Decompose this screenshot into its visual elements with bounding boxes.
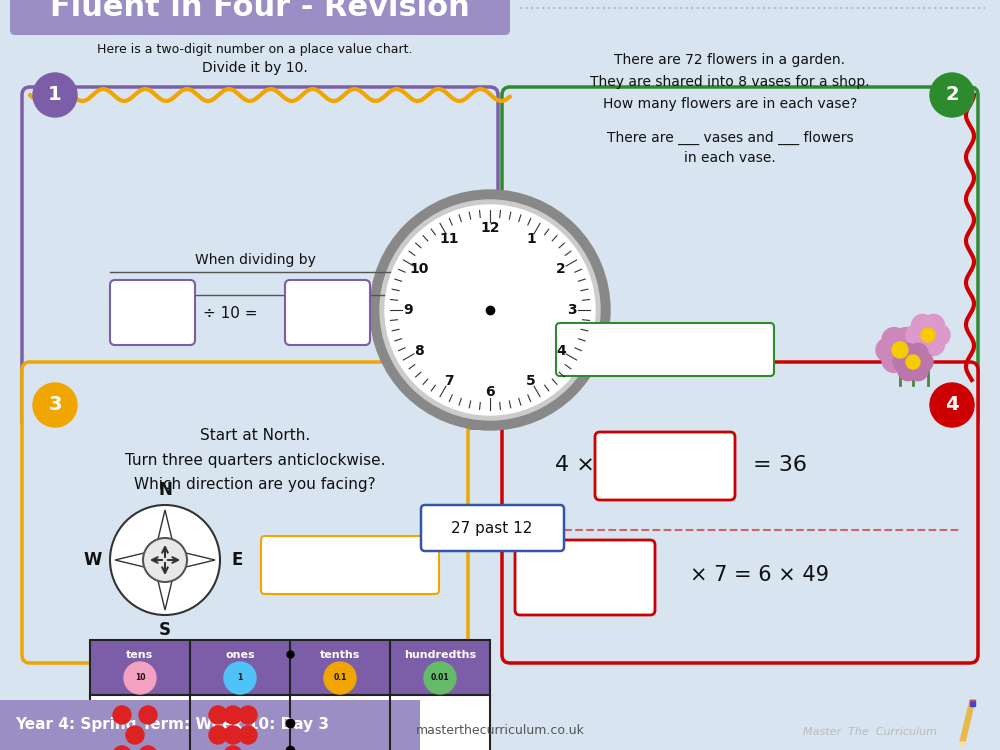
Text: 11: 11 xyxy=(439,232,459,246)
Circle shape xyxy=(110,505,220,615)
FancyBboxPatch shape xyxy=(10,0,510,35)
Circle shape xyxy=(913,352,933,372)
Text: = 36: = 36 xyxy=(753,455,807,475)
Text: 1: 1 xyxy=(237,674,243,682)
Circle shape xyxy=(898,344,918,363)
Circle shape xyxy=(143,538,187,582)
Text: 3: 3 xyxy=(567,303,577,317)
Text: Here is a two-digit number on a place value chart.: Here is a two-digit number on a place va… xyxy=(97,44,413,56)
Text: There are ___ vases and ___ flowers: There are ___ vases and ___ flowers xyxy=(607,131,853,145)
Text: When dividing by: When dividing by xyxy=(195,253,315,267)
Text: Turn three quarters anticlockwise.: Turn three quarters anticlockwise. xyxy=(125,452,385,467)
FancyBboxPatch shape xyxy=(285,280,370,345)
Polygon shape xyxy=(960,700,975,742)
Circle shape xyxy=(113,706,131,724)
Text: Year 4: Spring Term: Week 10: Day 3: Year 4: Spring Term: Week 10: Day 3 xyxy=(15,718,329,733)
Text: S: S xyxy=(159,621,171,639)
Text: Start at North.: Start at North. xyxy=(200,427,310,442)
Circle shape xyxy=(906,355,920,369)
Circle shape xyxy=(224,706,242,724)
Circle shape xyxy=(324,662,356,694)
Text: 4: 4 xyxy=(945,395,959,415)
Text: E: E xyxy=(231,551,243,569)
Circle shape xyxy=(209,726,227,744)
Circle shape xyxy=(906,324,928,346)
Text: × 7 = 6 × 49: × 7 = 6 × 49 xyxy=(690,565,830,585)
FancyBboxPatch shape xyxy=(22,87,498,428)
Circle shape xyxy=(126,726,144,744)
Text: Divide it by 10.: Divide it by 10. xyxy=(202,61,308,75)
Circle shape xyxy=(239,706,257,724)
Circle shape xyxy=(930,383,974,427)
Circle shape xyxy=(912,334,934,356)
Text: tens: tens xyxy=(126,650,154,660)
Circle shape xyxy=(928,324,950,346)
Circle shape xyxy=(922,334,944,356)
FancyBboxPatch shape xyxy=(502,362,978,663)
FancyBboxPatch shape xyxy=(421,505,564,551)
Circle shape xyxy=(209,706,227,724)
Circle shape xyxy=(224,726,242,744)
Circle shape xyxy=(124,662,156,694)
Circle shape xyxy=(922,314,944,337)
Text: 2: 2 xyxy=(945,86,959,104)
Text: W: W xyxy=(84,551,102,569)
FancyBboxPatch shape xyxy=(556,323,774,376)
Text: ÷ 10 =: ÷ 10 = xyxy=(203,305,257,320)
Text: ones: ones xyxy=(225,650,255,660)
Text: hundredths: hundredths xyxy=(404,650,476,660)
Text: Which direction are you facing?: Which direction are you facing? xyxy=(134,478,376,493)
Polygon shape xyxy=(115,548,165,572)
Text: 27 past 12: 27 past 12 xyxy=(451,520,533,536)
Circle shape xyxy=(33,383,77,427)
Text: 2: 2 xyxy=(556,262,566,276)
Text: How many flowers are in each vase?: How many flowers are in each vase? xyxy=(603,97,857,111)
Circle shape xyxy=(876,338,900,362)
Polygon shape xyxy=(970,700,975,702)
Text: tenths: tenths xyxy=(320,650,360,660)
Circle shape xyxy=(892,342,908,358)
Text: They are shared into 8 vases for a shop.: They are shared into 8 vases for a shop. xyxy=(590,75,870,89)
Text: N: N xyxy=(158,481,172,499)
FancyBboxPatch shape xyxy=(595,432,735,500)
FancyBboxPatch shape xyxy=(515,540,655,615)
FancyBboxPatch shape xyxy=(0,700,420,750)
FancyBboxPatch shape xyxy=(22,362,468,663)
Circle shape xyxy=(424,662,456,694)
Text: 0.01: 0.01 xyxy=(431,674,449,682)
Text: 10: 10 xyxy=(409,262,429,276)
Text: 1: 1 xyxy=(48,86,62,104)
Text: 5: 5 xyxy=(526,374,536,388)
Polygon shape xyxy=(153,560,177,610)
Circle shape xyxy=(894,328,918,352)
Text: 6: 6 xyxy=(485,385,495,399)
Text: 0.1: 0.1 xyxy=(333,674,347,682)
FancyBboxPatch shape xyxy=(110,280,195,345)
Circle shape xyxy=(882,349,906,373)
Circle shape xyxy=(908,344,928,363)
Circle shape xyxy=(33,73,77,117)
Text: 9: 9 xyxy=(403,303,413,317)
Circle shape xyxy=(113,746,131,750)
Polygon shape xyxy=(960,742,965,748)
FancyBboxPatch shape xyxy=(90,640,490,695)
Text: 4: 4 xyxy=(556,344,566,358)
Circle shape xyxy=(894,349,918,373)
Text: 1: 1 xyxy=(526,232,536,246)
Circle shape xyxy=(912,314,934,337)
Text: 3: 3 xyxy=(48,395,62,415)
Circle shape xyxy=(224,746,242,750)
Circle shape xyxy=(898,361,918,381)
Circle shape xyxy=(139,746,157,750)
Text: masterthecurriculum.co.uk: masterthecurriculum.co.uk xyxy=(416,724,584,736)
Polygon shape xyxy=(153,510,177,560)
Circle shape xyxy=(224,662,256,694)
Text: 8: 8 xyxy=(414,344,424,358)
Text: Fluent in Four - Revision: Fluent in Four - Revision xyxy=(50,0,470,22)
Text: 7: 7 xyxy=(444,374,454,388)
Circle shape xyxy=(239,726,257,744)
FancyBboxPatch shape xyxy=(502,87,978,428)
Circle shape xyxy=(385,205,595,415)
Circle shape xyxy=(380,200,600,420)
